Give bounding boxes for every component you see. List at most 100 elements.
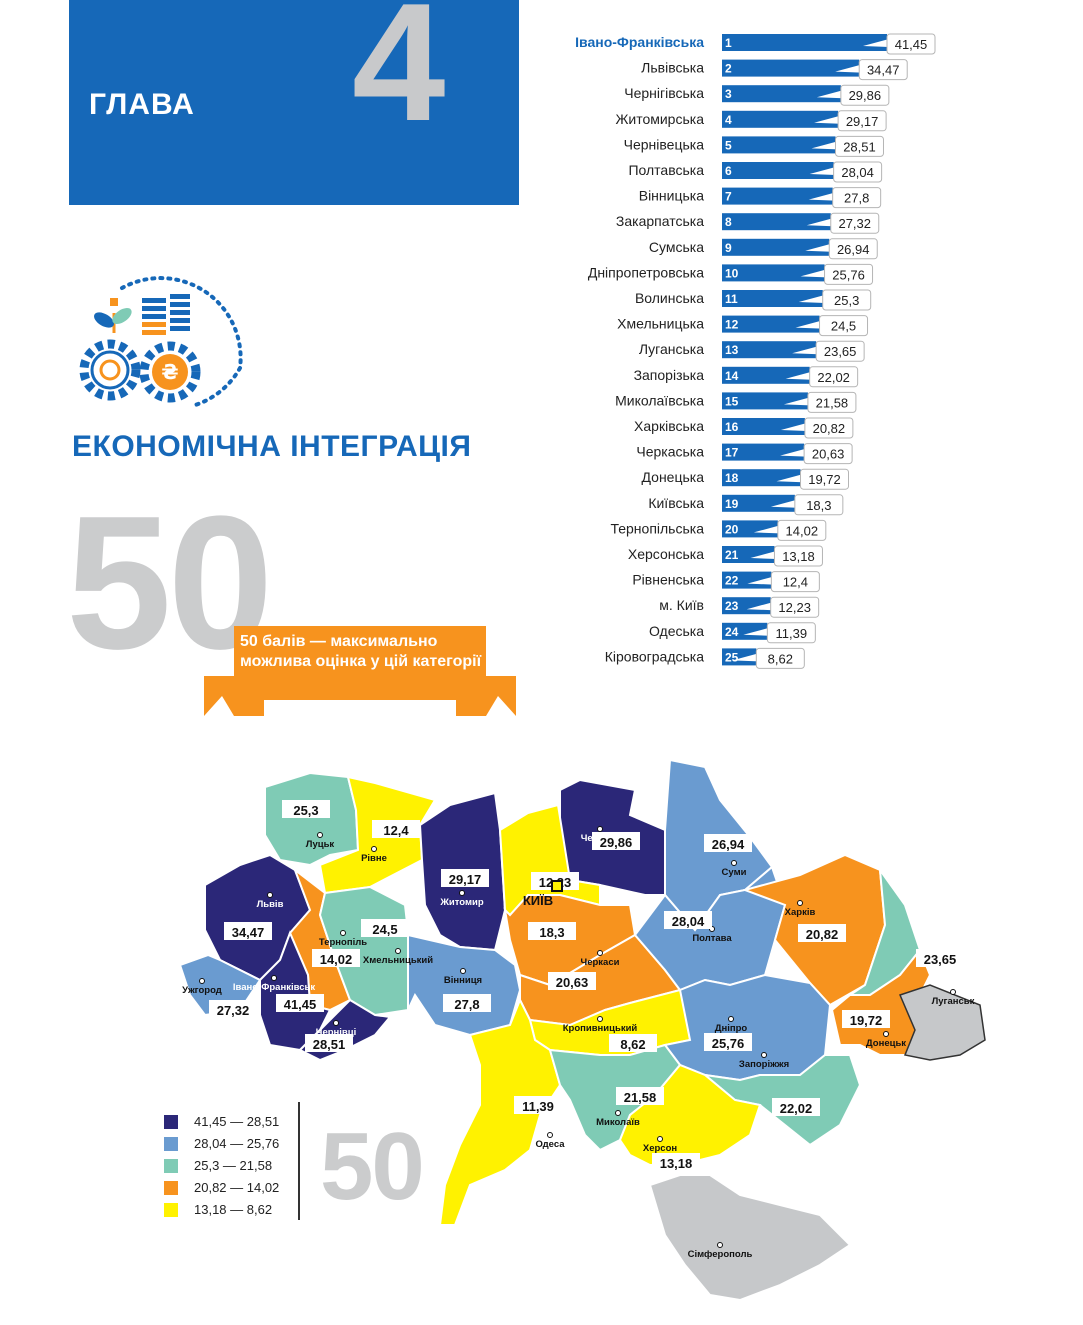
value-callout-pointer: [753, 525, 780, 534]
bar-value-label: 19,72: [808, 472, 841, 487]
city-label: Миколаїв: [596, 1117, 640, 1128]
city-label: Полтава: [692, 933, 732, 944]
bar-rank-label: 5: [725, 138, 732, 152]
region-value-label: 24,5: [372, 922, 397, 937]
bar-rank-label: 13: [725, 343, 739, 357]
city-dot: [371, 846, 377, 852]
region-value-label: 13,18: [660, 1156, 693, 1171]
bar-rank-label: 25: [725, 650, 739, 664]
value-callout-box: [833, 161, 883, 183]
region-value-label: 27,32: [217, 1003, 250, 1018]
max-score-small-numeral: 50: [320, 1113, 425, 1220]
max-score-ribbon: [204, 626, 516, 716]
value-callout-pointer: [780, 448, 807, 457]
bar-rank-label: 11: [725, 292, 738, 306]
bar-value-label: 14,02: [786, 523, 819, 538]
city-label: Львів: [257, 899, 284, 910]
city-dot: [333, 1020, 339, 1026]
value-callout-pointer: [863, 39, 889, 47]
value-callout-box: [794, 494, 844, 516]
bar-value-label: 25,3: [834, 293, 859, 308]
region-value-box: [224, 922, 272, 940]
city-label: Луцьк: [306, 839, 335, 850]
value-callout-box: [886, 33, 936, 55]
region-value-label: 26,94: [712, 837, 745, 852]
region-value-label: 25,76: [712, 1036, 745, 1051]
map-region: [264, 771, 360, 867]
bar-category-label: Рівненська: [632, 572, 704, 588]
bar: [722, 366, 810, 384]
bar: [722, 85, 841, 103]
city-label: Івано-Франківськ: [233, 982, 315, 993]
bar: [722, 315, 820, 333]
region-value-box: [282, 800, 330, 818]
region-value-box: [842, 1010, 890, 1028]
value-callout-box: [809, 366, 859, 388]
bar-category-label: Київська: [648, 495, 704, 511]
value-callout-box: [824, 263, 874, 285]
bar-category-label: Чернівецька: [624, 136, 705, 152]
value-callout-pointer: [809, 167, 836, 175]
bar-value-label: 8,62: [768, 651, 793, 666]
bar: [722, 162, 834, 179]
value-callout-box: [858, 59, 908, 81]
value-callout-pointer: [835, 64, 862, 73]
region-value-label: 29,86: [600, 835, 633, 850]
value-callout-pointer: [780, 423, 807, 431]
city-label: Суми: [722, 867, 747, 878]
bar: [722, 341, 817, 359]
bar-category-label: Івано-Франківська: [575, 34, 704, 50]
legend-item: 41,45 — 28,51: [164, 1113, 304, 1135]
region-value-label: 28,51: [313, 1037, 346, 1052]
value-callout-box: [815, 340, 865, 362]
value-callout-box: [830, 212, 880, 234]
legend-label: 13,18 — 8,62: [194, 1202, 273, 1217]
bar-rank-label: 12: [725, 318, 739, 332]
city-label: Хмельницький: [363, 955, 433, 966]
bar-value-label: 26,94: [837, 242, 870, 257]
bar-category-label: Волинська: [635, 290, 704, 306]
bar-value-label: 12,23: [778, 600, 811, 615]
city-dot: [597, 950, 603, 956]
region-value-box: [592, 832, 640, 850]
bar-category-label: Хмельницька: [617, 316, 704, 332]
legend-swatch: [164, 1137, 178, 1151]
bar-rank-label: 9: [725, 241, 732, 255]
bar-value-label: 29,86: [849, 88, 882, 103]
value-callout-box: [819, 315, 869, 337]
region-value-label: 20,82: [806, 927, 839, 942]
section-title: ЕКОНОМІЧНА ІНТЕГРАЦІЯ: [72, 430, 472, 463]
city-dot: [797, 900, 803, 906]
region-value-box: [609, 1034, 657, 1052]
region-value-box: [916, 949, 964, 967]
bar-value-label: 12,4: [783, 575, 808, 590]
bar-category-label: Житомирська: [615, 111, 704, 127]
region-value-box: [514, 1096, 562, 1114]
city-label: Черкаси: [581, 957, 620, 968]
bar-rank-label: 3: [725, 87, 732, 101]
city-label: Тернопіль: [319, 937, 367, 948]
bar-category-label: Кіровоградська: [605, 648, 704, 664]
value-callout-box: [773, 545, 823, 567]
map-region: [438, 997, 562, 1226]
region-value-label: 41,45: [284, 997, 317, 1012]
bar-rank-label: 10: [725, 266, 739, 280]
bar: [722, 622, 768, 640]
city-dot: [728, 1016, 734, 1022]
region-value-box: [312, 949, 360, 967]
region-value-box: [664, 911, 712, 929]
max-score-note: 50 балів — максимально можлива оцінка у …: [240, 633, 482, 670]
bar-value-label: 29,17: [846, 114, 879, 129]
city-label: Херсон: [643, 1143, 678, 1154]
value-callout-box: [832, 187, 882, 209]
value-callout-pointer: [808, 192, 835, 201]
bar-category-label: Тернопільська: [610, 520, 704, 536]
value-callout-box: [828, 238, 878, 260]
bar-category-label: Вінницька: [639, 188, 704, 204]
legend-item: 28,04 — 25,76: [164, 1135, 304, 1157]
value-callout-box: [837, 110, 887, 132]
city-label: Кропивницький: [563, 1023, 638, 1034]
legend-divider: [298, 1102, 300, 1220]
bar-value-label: 13,18: [782, 549, 815, 564]
capital-marker: [551, 880, 563, 892]
